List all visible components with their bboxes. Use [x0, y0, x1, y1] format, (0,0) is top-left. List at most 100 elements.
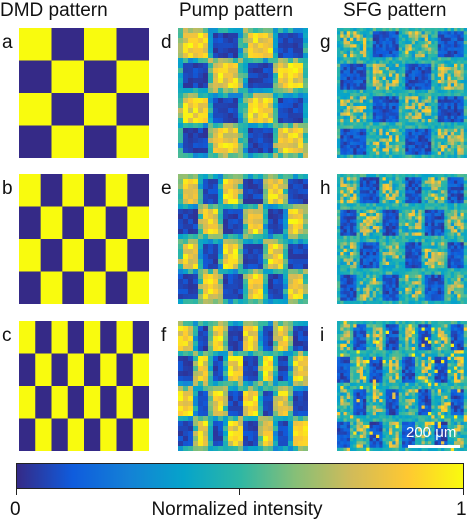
pump-pixel	[188, 53, 194, 59]
sfg-pixel	[353, 255, 357, 259]
sfg-pixel	[463, 115, 467, 120]
pump-pixel	[283, 98, 289, 104]
sfg-pixel	[337, 235, 341, 240]
sfg-pixel	[411, 106, 416, 110]
sfg-pixel	[366, 177, 370, 181]
sfg-pixel	[447, 63, 452, 68]
pump-pixel	[298, 336, 304, 342]
sfg-pixel	[376, 60, 380, 65]
sfg-pixel	[418, 193, 422, 198]
sfg-pixel	[366, 106, 370, 110]
sfg-pixel	[398, 274, 403, 279]
sfg-pixel	[395, 268, 400, 272]
sfg-pixel	[353, 229, 357, 233]
sfg-pixel	[382, 193, 387, 198]
sfg-pixel	[366, 239, 370, 243]
pump-pixel	[268, 58, 274, 64]
pump-pixel	[273, 78, 279, 84]
sfg-pixel	[392, 54, 396, 58]
sfg-pixel	[441, 261, 445, 266]
sfg-pixel	[356, 89, 361, 94]
sfg-pixel	[359, 86, 364, 91]
sfg-pixel	[447, 235, 452, 240]
sfg-pixel	[447, 216, 452, 220]
sfg-pixel	[437, 67, 442, 71]
sfg-pixel	[353, 73, 357, 78]
sfg-pixel	[447, 73, 452, 78]
pump-pixel	[188, 386, 194, 392]
sfg-pixel	[444, 252, 448, 256]
sfg-pixel	[441, 70, 445, 74]
pump-pixel	[253, 289, 259, 295]
sfg-pixel	[392, 89, 396, 94]
pump-pixel	[253, 209, 259, 215]
sfg-pixel	[437, 57, 442, 61]
sfg-pixel	[395, 99, 400, 104]
pump-pixel	[198, 73, 204, 79]
sfg-pixel	[382, 47, 387, 52]
sfg-pixel	[424, 261, 429, 266]
sfg-pixel	[376, 135, 380, 139]
sfg-pixel	[359, 67, 364, 71]
sfg-pixel	[376, 70, 380, 74]
dmd-cell	[116, 125, 149, 158]
sfg-pixel	[447, 245, 452, 250]
pump-pixel	[203, 229, 209, 235]
pump-pixel	[198, 279, 204, 285]
sfg-pixel	[454, 115, 458, 120]
sfg-pixel	[395, 206, 400, 211]
sfg-pixel	[366, 86, 370, 91]
pump-pixel	[183, 199, 189, 205]
sfg-pixel	[444, 73, 448, 78]
sfg-pixel	[376, 145, 380, 149]
sfg-pixel	[398, 80, 403, 84]
pump-pixel	[303, 63, 308, 69]
pump-pixel	[183, 103, 189, 109]
sfg-pixel	[346, 252, 351, 256]
sfg-pixel	[356, 196, 361, 201]
sfg-pixel	[353, 89, 357, 94]
pump-pixel	[248, 108, 254, 114]
pump-pixel	[268, 326, 274, 332]
pump-pixel	[263, 239, 269, 245]
sfg-pixel	[460, 258, 465, 263]
pump-pixel	[263, 416, 269, 422]
sfg-pixel	[350, 222, 354, 227]
pump-pixel	[273, 321, 279, 327]
pump-pixel	[268, 224, 274, 230]
sfg-pixel	[454, 265, 458, 269]
sfg-pixel	[340, 115, 344, 120]
pump-pixel	[253, 174, 259, 180]
dmd-cell	[19, 125, 52, 158]
sfg-pixel	[415, 135, 419, 139]
pump-pixel	[223, 254, 229, 260]
pump-pixel	[183, 274, 189, 280]
pump-pixel	[223, 411, 229, 417]
pump-pixel	[258, 179, 264, 185]
sfg-pixel	[356, 102, 361, 107]
sfg-pixel	[363, 209, 367, 214]
sfg-pixel	[376, 138, 380, 143]
pump-pixel	[198, 416, 204, 422]
pump-pixel	[233, 83, 239, 89]
pump-pixel	[243, 83, 249, 89]
pump-pixel	[233, 239, 239, 245]
pump-pixel	[228, 153, 234, 158]
sfg-pixel	[376, 119, 380, 123]
pump-pixel	[273, 138, 279, 144]
sfg-pixel	[418, 239, 422, 243]
sfg-pixel	[340, 57, 344, 61]
sfg-pixel	[415, 115, 419, 120]
pump-pixel	[233, 229, 239, 235]
sfg-pixel	[454, 145, 458, 149]
sfg-pixel	[431, 213, 435, 217]
sfg-pixel	[389, 252, 393, 256]
sfg-pixel	[356, 180, 361, 185]
pump-pixel	[288, 73, 294, 79]
sfg-pixel	[428, 83, 432, 87]
sfg-pixel	[454, 151, 458, 156]
sfg-pixel	[366, 28, 370, 32]
pump-pixel	[233, 93, 239, 99]
sfg-pixel	[463, 102, 467, 107]
sfg-pixel	[450, 148, 455, 152]
